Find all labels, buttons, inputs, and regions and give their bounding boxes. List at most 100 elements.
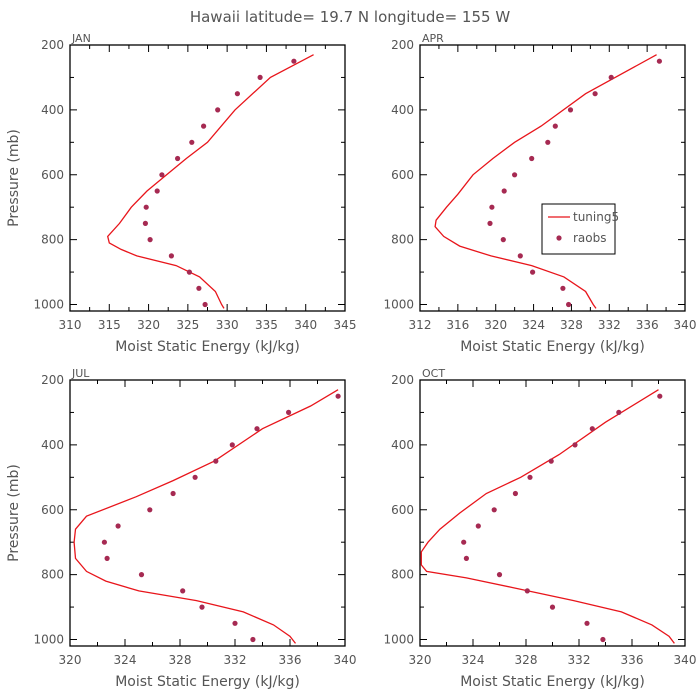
x-tick-label: 328 [560,318,583,332]
y-tick-label: 200 [391,38,414,52]
x-tick-label: 324 [114,653,137,667]
data-point-raobs [657,393,663,399]
data-point-raobs [199,604,205,610]
data-point-raobs [115,523,121,529]
y-tick-label: 1000 [383,298,414,312]
y-tick-label: 400 [391,438,414,452]
x-tick-label: 332 [224,653,247,667]
y-tick-label: 200 [391,373,414,387]
x-tick-label: 316 [446,318,469,332]
data-point-raobs [234,91,240,97]
x-tick-label: 335 [255,318,278,332]
data-point-raobs [567,107,574,113]
x-tick-label: 315 [98,318,121,332]
data-point-raobs [524,588,530,594]
series-line-tuning5 [420,389,675,644]
x-tick-label: 320 [484,318,507,332]
y-tick-label: 400 [41,438,64,452]
data-point-raobs [147,237,153,243]
figure-title: Hawaii latitude= 19.7 N longitude= 155 W [190,8,510,26]
legend-dot-icon [556,235,562,241]
plot-frame [419,44,686,312]
y-tick-label: 800 [41,233,64,247]
data-point-raobs [656,58,663,64]
data-point-raobs [138,572,145,578]
data-point-raobs [461,539,467,545]
data-point-raobs [186,269,192,275]
data-point-raobs [170,490,176,497]
y-tick-label: 800 [391,233,414,247]
y-axis-label: Pressure (mb) [6,464,22,562]
x-tick-label: 332 [568,653,591,667]
x-tick-label: 345 [334,318,357,332]
data-point-raobs [584,620,590,626]
data-point-raobs [254,426,260,432]
data-point-raobs [549,604,556,610]
data-point-raobs [202,301,208,308]
y-tick-label: 600 [41,168,64,182]
data-point-raobs [196,285,202,291]
y-tick-label: 200 [41,38,64,52]
x-tick-label: 330 [216,318,239,332]
data-point-raobs [229,442,235,448]
data-point-raobs [500,237,506,243]
data-point-raobs [545,139,551,145]
y-tick-label: 800 [41,568,64,582]
data-point-raobs [501,188,507,194]
x-tick-label: 320 [59,653,82,667]
y-tick-label: 1000 [33,298,64,312]
y-tick-label: 600 [391,503,414,517]
data-point-raobs [286,409,292,415]
x-axis-label: Moist Static Energy (kJ/kg) [115,674,300,690]
legend-label-raobs: raobs [573,231,607,245]
x-axis-label: Moist Static Energy (kJ/kg) [460,339,645,355]
data-point-raobs [566,301,572,308]
data-point-raobs [257,74,263,80]
data-point-raobs [159,172,165,178]
data-point-raobs [101,539,107,545]
data-point-raobs [154,188,160,194]
data-point-raobs [589,426,595,432]
data-point-raobs [147,507,153,513]
data-point-raobs [192,474,198,480]
data-point-raobs [548,458,554,464]
data-point-raobs [250,636,256,643]
x-axis-label: Moist Static Energy (kJ/kg) [460,674,645,690]
data-point-raobs [552,123,558,129]
legend-label-tuning5: tuning5 [573,210,619,224]
data-point-raobs [475,523,481,529]
panel-jan: JAN 310 315 320 325 330 335 340 345 200 400 600 800 1… [6,32,356,355]
data-point-raobs [175,155,181,162]
x-tick-label: 336 [636,318,659,332]
data-point-raobs [291,58,297,64]
series-line-tuning5 [434,54,657,309]
plot-frame [69,379,346,647]
data-point-raobs [592,91,598,97]
panel-label: APR [422,32,444,45]
x-tick-label: 328 [169,653,192,667]
legend-box [541,203,616,255]
data-point-raobs [201,123,207,129]
x-tick-label: 325 [176,318,199,332]
data-point-raobs [529,155,535,162]
panel-apr: APR 312 316 320 324 328 332 336 340 200 400 600 800 1… [383,32,696,355]
y-tick-label: 800 [391,568,414,582]
panel-label: JAN [71,32,91,45]
series-line-tuning5 [73,389,339,644]
x-tick-label: 320 [137,318,160,332]
y-tick-label: 600 [391,168,414,182]
data-point-raobs [512,490,519,497]
data-point-raobs [215,107,221,113]
data-point-raobs [616,409,622,415]
data-point-raobs [572,442,578,448]
data-point-raobs [335,393,341,399]
x-tick-label: 310 [59,318,82,332]
data-point-raobs [463,555,469,562]
y-tick-label: 400 [41,103,64,117]
x-tick-label: 332 [598,318,621,332]
panel-oct: OCT 320 324 328 332 336 340 200 400 600 800 1000 Moi… [383,367,696,690]
data-point-raobs [530,269,536,275]
data-point-raobs [608,74,614,80]
data-point-raobs [489,204,495,210]
